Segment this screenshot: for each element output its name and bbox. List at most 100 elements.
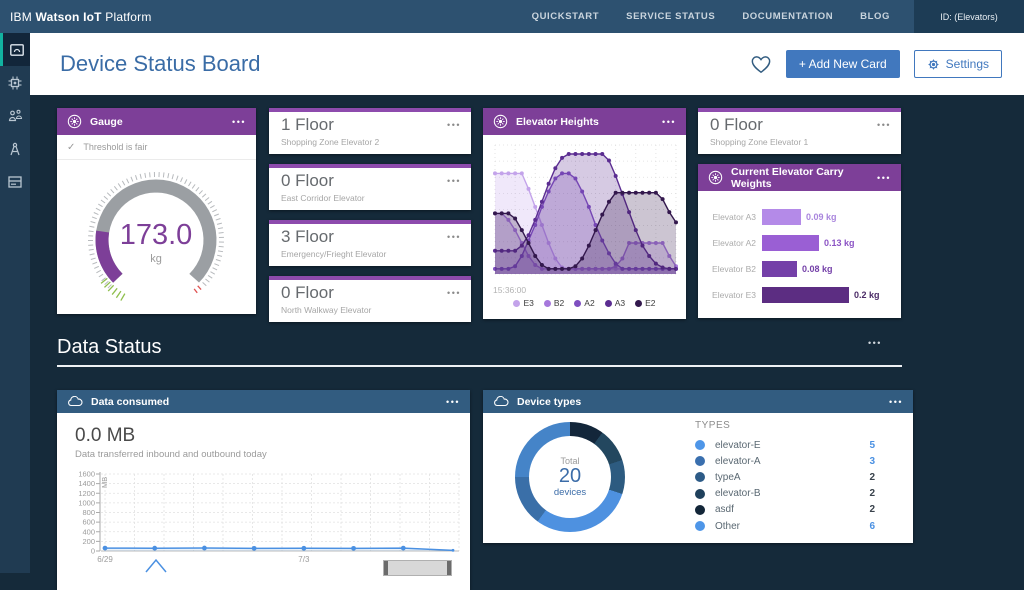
nav-link-quickstart[interactable]: QUICKSTART [532,11,600,22]
type-count: 6 [869,521,875,532]
sidebar-item-boards[interactable] [0,33,30,66]
navigator-marker-icon [145,558,167,573]
data-consumed-card: Data consumed ••• 0.0 MB Data transferre… [57,390,470,590]
card-menu[interactable]: ••• [447,288,461,298]
nav-link-service-status[interactable]: SERVICE STATUS [626,11,715,22]
elevator-heights-title: Elevator Heights [516,116,599,128]
settings-button[interactable]: Settings [914,50,1002,78]
data-consumed-value: 0.0 MB [75,425,470,447]
svg-text:1400: 1400 [78,479,95,488]
floor-card-north-walkway: 0 Floor North Walkway Elevator ••• [269,276,471,322]
section-menu[interactable]: ••• [868,338,882,348]
gauge-card-header: Gauge ••• [57,108,256,135]
gear-circle-icon [493,114,508,129]
floor-card-east-corridor: 0 Floor East Corridor Elevator ••• [269,164,471,210]
type-count: 3 [869,456,875,467]
settings-label: Settings [946,57,989,71]
svg-text:kg: kg [150,253,162,265]
bar[interactable] [762,209,801,225]
floor-value: 3 Floor [281,227,334,247]
device-type-row[interactable]: Other 6 [695,518,875,534]
range-slider[interactable] [383,560,452,576]
elevator-heights-header: Elevator Heights ••• [483,108,686,135]
bar-label: Elevator B2 [698,264,756,274]
storage-icon [8,176,22,188]
org-id-badge[interactable]: ID: (Elevators) [914,0,1024,33]
svg-text:173.0: 173.0 [120,219,193,251]
chip-icon [8,76,22,90]
sidebar-item-chip[interactable] [0,66,30,99]
device-types-donut-chart: Total 20 devices [515,422,625,532]
legend-item-A3[interactable]: A3 [605,298,625,308]
type-dot-icon [695,521,705,531]
nav-link-documentation[interactable]: DOCUMENTATION [742,11,833,22]
section-title: Data Status [57,336,162,359]
svg-text:0: 0 [91,547,95,556]
sidebar-item-usage[interactable] [0,165,30,198]
card-menu[interactable]: ••• [447,120,461,130]
bar-value: 0.08 kg [802,264,833,274]
type-label: Other [715,521,740,532]
type-label: elevator-B [715,488,761,499]
devices-icon [8,109,23,122]
type-dot-icon [695,456,705,466]
gear-circle-icon [67,114,82,129]
card-menu[interactable]: ••• [447,232,461,242]
svg-text:MB: MB [100,477,109,488]
card-menu[interactable]: ••• [877,120,891,130]
svg-text:7/3: 7/3 [298,555,310,564]
gauge-card-menu[interactable]: ••• [232,117,246,127]
floor-label: Shopping Zone Elevator 2 [281,137,379,147]
bar-label: Elevator E3 [698,290,756,300]
device-types-menu[interactable]: ••• [889,397,903,407]
gauge-status-text: Threshold is fair [83,142,147,152]
legend-item-B2[interactable]: B2 [544,298,564,308]
bar-value: 0.09 kg [806,212,837,222]
gauge-card-title: Gauge [90,116,123,128]
sidebar-item-devices[interactable] [0,99,30,132]
legend-item-E3[interactable]: E3 [513,298,533,308]
legend-dot-icon [574,300,581,307]
svg-text:600: 600 [82,518,95,527]
type-label: elevator-A [715,456,761,467]
favorite-button[interactable] [750,54,772,74]
carry-weights-title: Current Elevator Carry Weights [731,166,877,190]
left-sidebar [0,33,30,573]
legend-item-A2[interactable]: A2 [574,298,594,308]
data-consumed-menu[interactable]: ••• [446,397,460,407]
floor-value: 1 Floor [281,115,334,135]
data-consumed-header: Data consumed ••• [57,390,470,413]
carry-weights-card: Current Elevator Carry Weights ••• Eleva… [698,164,901,318]
svg-text:800: 800 [82,508,95,517]
add-new-card-button[interactable]: + Add New Card [786,50,900,78]
type-dot-icon [695,440,705,450]
floor-label: Emergency/Frieght Elevator [281,249,386,259]
legend-label: B2 [554,298,564,308]
top-nav-links: QUICKSTART SERVICE STATUS DOCUMENTATION … [532,11,890,22]
bar[interactable] [762,287,849,303]
brand-logo[interactable]: IBM Watson IoT Platform [10,10,152,24]
legend-item-E2[interactable]: E2 [635,298,655,308]
bar[interactable] [762,235,819,251]
floor-card-emergency-freight: 3 Floor Emergency/Frieght Elevator ••• [269,220,471,266]
card-menu[interactable]: ••• [447,176,461,186]
elevator-heights-menu[interactable]: ••• [662,117,676,127]
nav-link-blog[interactable]: BLOG [860,11,890,22]
compass-icon [9,142,21,156]
gear-icon [927,58,940,71]
carry-weights-menu[interactable]: ••• [877,173,891,183]
legend-label: A3 [615,298,625,308]
floor-label: North Walkway Elevator [281,305,371,315]
device-type-row[interactable]: elevator-A 3 [695,453,875,469]
bar[interactable] [762,261,797,277]
type-count: 2 [869,472,875,483]
sidebar-item-apps[interactable] [0,132,30,165]
